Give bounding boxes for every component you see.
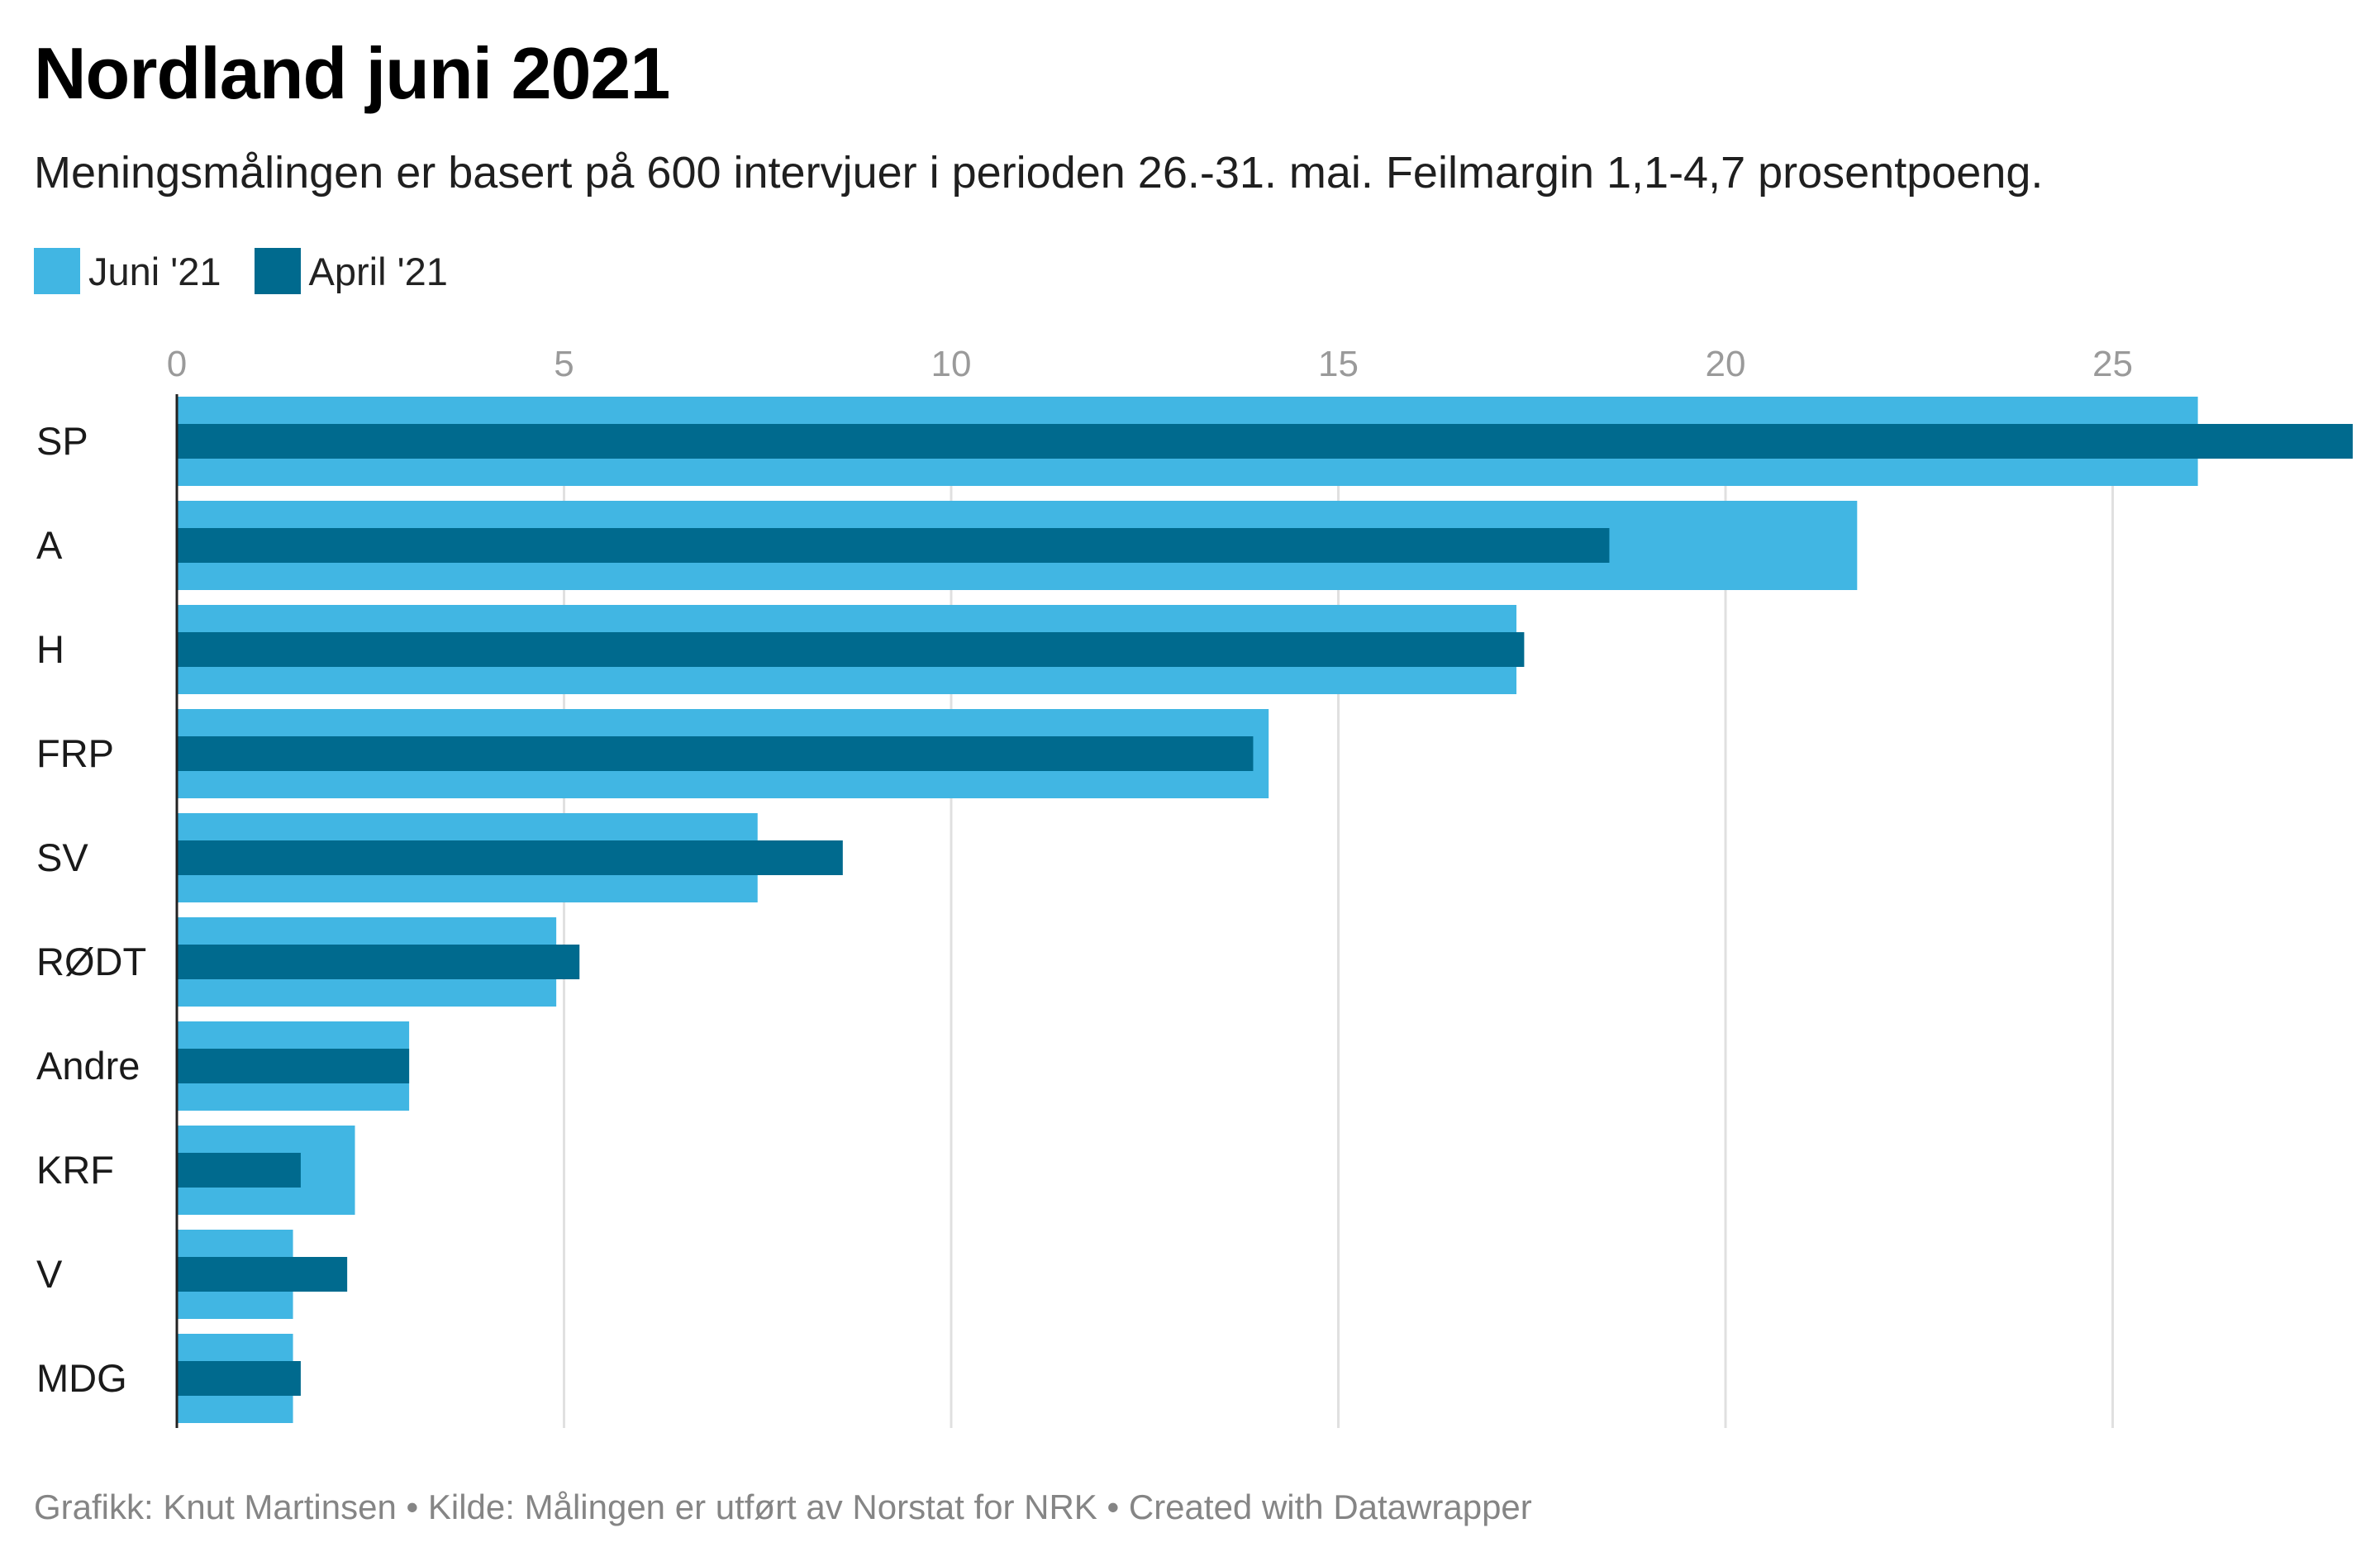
category-label-v: V [36,1252,63,1296]
bar-april-krf [177,1153,301,1188]
x-tick-label-10: 10 [931,344,972,384]
bar-april-v [177,1257,348,1292]
chart-subtitle: Meningsmålingen er basert på 600 intervj… [34,148,2044,198]
chart-footer: Grafikk: Knut Martinsen • Kilde: Målinge… [34,1488,1532,1526]
bar-chart: 0 5 10 15 20 25 SP A H FRP SV RØDT Andre KRF V MDG [36,344,2353,1428]
bar-april-sv [177,840,843,875]
legend-swatch-april [254,248,301,294]
chart-title: Nordland juni 2021 [34,32,670,114]
legend-label-april: April '21 [308,249,448,293]
legend-item-juni: Juni '21 [34,248,221,294]
x-tick-label-25: 25 [2092,344,2133,384]
legend-swatch-juni [34,248,80,294]
bar-april-a [177,528,1610,563]
bar-april-mdg [177,1361,301,1396]
category-label-sp: SP [36,419,88,463]
legend: Juni '21 April '21 [34,246,481,296]
x-tick-label-5: 5 [554,344,574,384]
category-label-rodt: RØDT [36,940,146,983]
legend-label-juni: Juni '21 [88,249,221,293]
bar-april-frp [177,736,1254,771]
category-label-frp: FRP [36,731,114,775]
bar-april-rodt [177,945,580,979]
bar-april-h [177,632,1525,667]
category-label-mdg: MDG [36,1356,127,1400]
bar-april-andre [177,1049,410,1083]
category-label-a: A [36,523,63,567]
bar-april-sp [177,424,2353,459]
category-label-krf: KRF [36,1148,114,1192]
x-tick-label-0: 0 [167,344,187,384]
x-tick-label-15: 15 [1318,344,1359,384]
legend-item-april: April '21 [254,248,448,294]
category-label-sv: SV [36,835,88,879]
x-tick-label-20: 20 [1706,344,1746,384]
category-label-h: H [36,627,64,671]
category-label-andre: Andre [36,1044,140,1088]
